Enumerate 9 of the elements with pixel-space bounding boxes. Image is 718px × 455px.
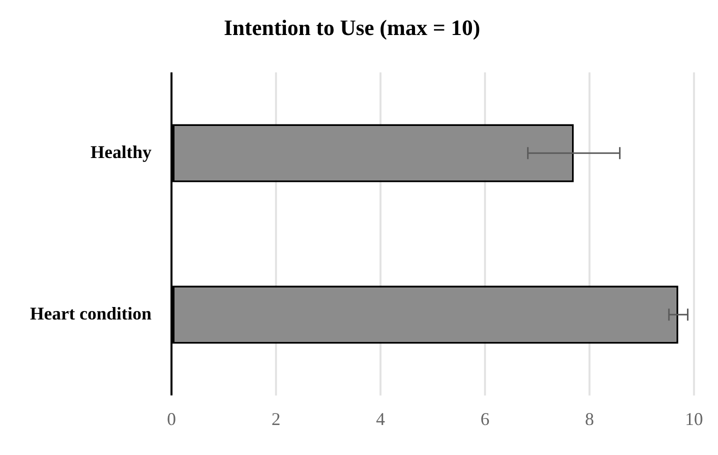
x-tick-label: 10	[685, 408, 703, 429]
x-tick-label: 6	[480, 408, 490, 429]
x-tick-label: 8	[585, 408, 594, 429]
x-tick-label: 4	[376, 408, 385, 429]
y-tick-label: Heart condition	[30, 303, 152, 324]
x-tick-label: 2	[271, 408, 280, 429]
x-tick-label: 0	[166, 408, 176, 429]
y-tick-label: Healthy	[90, 142, 152, 162]
chart-title: Intention to Use (max = 10)	[224, 14, 480, 40]
